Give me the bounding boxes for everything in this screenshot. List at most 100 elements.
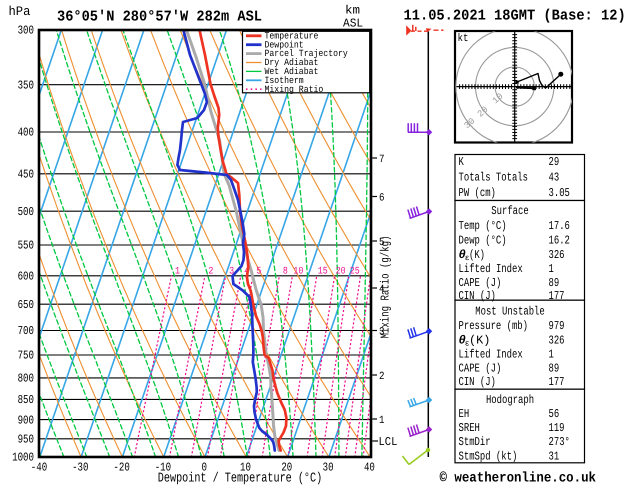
svg-text:ε: ε bbox=[465, 254, 470, 263]
svg-text:Mixing Ratio (g/kg): Mixing Ratio (g/kg) bbox=[379, 236, 393, 339]
svg-text:-20: -20 bbox=[113, 461, 129, 475]
svg-text:119: 119 bbox=[549, 421, 565, 435]
svg-text:ASL: ASL bbox=[343, 17, 363, 31]
svg-text:5: 5 bbox=[256, 267, 261, 278]
svg-text:850: 850 bbox=[18, 393, 34, 407]
svg-text:29: 29 bbox=[549, 155, 560, 169]
svg-text:1: 1 bbox=[175, 267, 180, 278]
svg-text:Hodograph: Hodograph bbox=[486, 393, 534, 407]
svg-text:6: 6 bbox=[379, 192, 385, 204]
svg-text:Temp (°C): Temp (°C) bbox=[459, 219, 507, 233]
svg-text:650: 650 bbox=[18, 298, 34, 312]
svg-text:Dewpoint: Dewpoint bbox=[265, 39, 304, 50]
svg-text:Dewpoint / Temperature (°C): Dewpoint / Temperature (°C) bbox=[158, 472, 322, 486]
svg-text:273°: 273° bbox=[549, 435, 570, 449]
svg-text:1: 1 bbox=[379, 415, 385, 427]
svg-text:1: 1 bbox=[549, 262, 554, 276]
svg-text:3.05: 3.05 bbox=[549, 186, 570, 200]
svg-text:PW (cm): PW (cm) bbox=[459, 186, 496, 200]
svg-text:500: 500 bbox=[18, 205, 34, 219]
svg-text:800: 800 bbox=[18, 372, 34, 386]
svg-text:kt: kt bbox=[458, 33, 469, 45]
svg-text:Surface: Surface bbox=[491, 204, 528, 218]
svg-text:600: 600 bbox=[18, 270, 34, 284]
svg-text:LCL: LCL bbox=[379, 435, 398, 449]
svg-text:Temperature: Temperature bbox=[265, 30, 319, 41]
svg-text:56: 56 bbox=[549, 407, 560, 421]
svg-text:2: 2 bbox=[379, 371, 385, 383]
svg-text:(K): (K) bbox=[469, 333, 490, 347]
svg-text:89: 89 bbox=[549, 362, 560, 376]
svg-text:350: 350 bbox=[18, 78, 34, 92]
svg-text:Pressure (mb): Pressure (mb) bbox=[459, 319, 529, 333]
svg-text:31: 31 bbox=[549, 449, 560, 463]
svg-text:Isotherm: Isotherm bbox=[265, 75, 304, 86]
svg-text:950: 950 bbox=[18, 433, 34, 447]
svg-text:2: 2 bbox=[208, 267, 213, 278]
svg-text:7: 7 bbox=[379, 154, 385, 166]
svg-text:15: 15 bbox=[318, 267, 328, 278]
svg-text:550: 550 bbox=[18, 239, 34, 253]
svg-text:θ: θ bbox=[459, 333, 466, 347]
svg-text:400: 400 bbox=[18, 126, 34, 140]
svg-text:CAPE (J): CAPE (J) bbox=[459, 362, 502, 376]
svg-text:ε: ε bbox=[465, 340, 470, 349]
svg-text:11.05.2021 18GMT (Base: 12): 11.05.2021 18GMT (Base: 12) bbox=[404, 8, 626, 25]
svg-text:20: 20 bbox=[281, 461, 292, 475]
svg-text:5: 5 bbox=[379, 237, 385, 249]
svg-text:Dewp (°C): Dewp (°C) bbox=[459, 234, 507, 248]
svg-text:3: 3 bbox=[379, 326, 385, 338]
svg-text:Lifted Index: Lifted Index bbox=[459, 262, 523, 276]
svg-text:Dry Adiabat: Dry Adiabat bbox=[265, 57, 319, 68]
svg-text:K: K bbox=[459, 155, 465, 169]
svg-text:25: 25 bbox=[350, 267, 360, 278]
svg-text:177: 177 bbox=[549, 375, 565, 389]
svg-text:40: 40 bbox=[364, 461, 375, 475]
svg-text:-40: -40 bbox=[31, 461, 47, 475]
svg-text:StmDir: StmDir bbox=[459, 435, 491, 449]
svg-text:© weatheronline.co.uk: © weatheronline.co.uk bbox=[440, 471, 597, 486]
svg-text:0: 0 bbox=[201, 461, 207, 475]
svg-text:700: 700 bbox=[18, 324, 34, 338]
svg-text:16.2: 16.2 bbox=[549, 234, 570, 248]
svg-text:300: 300 bbox=[18, 24, 34, 38]
svg-text:-10: -10 bbox=[155, 461, 171, 475]
svg-text:89: 89 bbox=[549, 276, 560, 290]
svg-text:3: 3 bbox=[229, 267, 234, 278]
svg-text:177: 177 bbox=[549, 289, 565, 303]
svg-text:4: 4 bbox=[379, 284, 385, 296]
svg-text:8: 8 bbox=[283, 267, 288, 278]
svg-text:Totals Totals: Totals Totals bbox=[459, 171, 529, 185]
svg-text:326: 326 bbox=[549, 333, 565, 347]
svg-text:(K): (K) bbox=[469, 248, 485, 262]
svg-text:1000: 1000 bbox=[12, 451, 34, 465]
svg-text:θ: θ bbox=[459, 248, 466, 262]
svg-text:10: 10 bbox=[293, 267, 303, 278]
svg-text:450: 450 bbox=[18, 168, 34, 182]
svg-text:Most Unstable: Most Unstable bbox=[475, 305, 545, 319]
svg-text:900: 900 bbox=[18, 413, 34, 427]
svg-text:CAPE (J): CAPE (J) bbox=[459, 276, 502, 290]
svg-text:750: 750 bbox=[18, 349, 34, 363]
svg-text:CIN (J): CIN (J) bbox=[459, 375, 496, 389]
svg-text:43: 43 bbox=[549, 171, 560, 185]
svg-text:StmSpd (kt): StmSpd (kt) bbox=[459, 449, 518, 463]
svg-text:Parcel Trajectory: Parcel Trajectory bbox=[265, 48, 349, 59]
svg-text:20: 20 bbox=[336, 267, 346, 278]
svg-text:Mixing Ratio: Mixing Ratio bbox=[265, 84, 324, 95]
svg-text:326: 326 bbox=[549, 248, 565, 262]
svg-text:979: 979 bbox=[549, 319, 565, 333]
svg-text:EH: EH bbox=[459, 407, 470, 421]
svg-text:Wet Adiabat: Wet Adiabat bbox=[265, 66, 319, 77]
svg-text:10: 10 bbox=[240, 461, 251, 475]
svg-text:SREH: SREH bbox=[459, 421, 480, 435]
svg-text:km: km bbox=[345, 4, 360, 18]
svg-text:hPa: hPa bbox=[9, 4, 31, 19]
svg-text:Lifted Index: Lifted Index bbox=[459, 347, 523, 361]
svg-text:CIN (J): CIN (J) bbox=[459, 289, 496, 303]
svg-text:-30: -30 bbox=[72, 461, 88, 475]
svg-text:30: 30 bbox=[323, 461, 334, 475]
svg-text:17.6: 17.6 bbox=[549, 219, 570, 233]
svg-text:1: 1 bbox=[549, 347, 554, 361]
svg-text:36°05'N 280°57'W 282m ASL: 36°05'N 280°57'W 282m ASL bbox=[57, 9, 262, 26]
